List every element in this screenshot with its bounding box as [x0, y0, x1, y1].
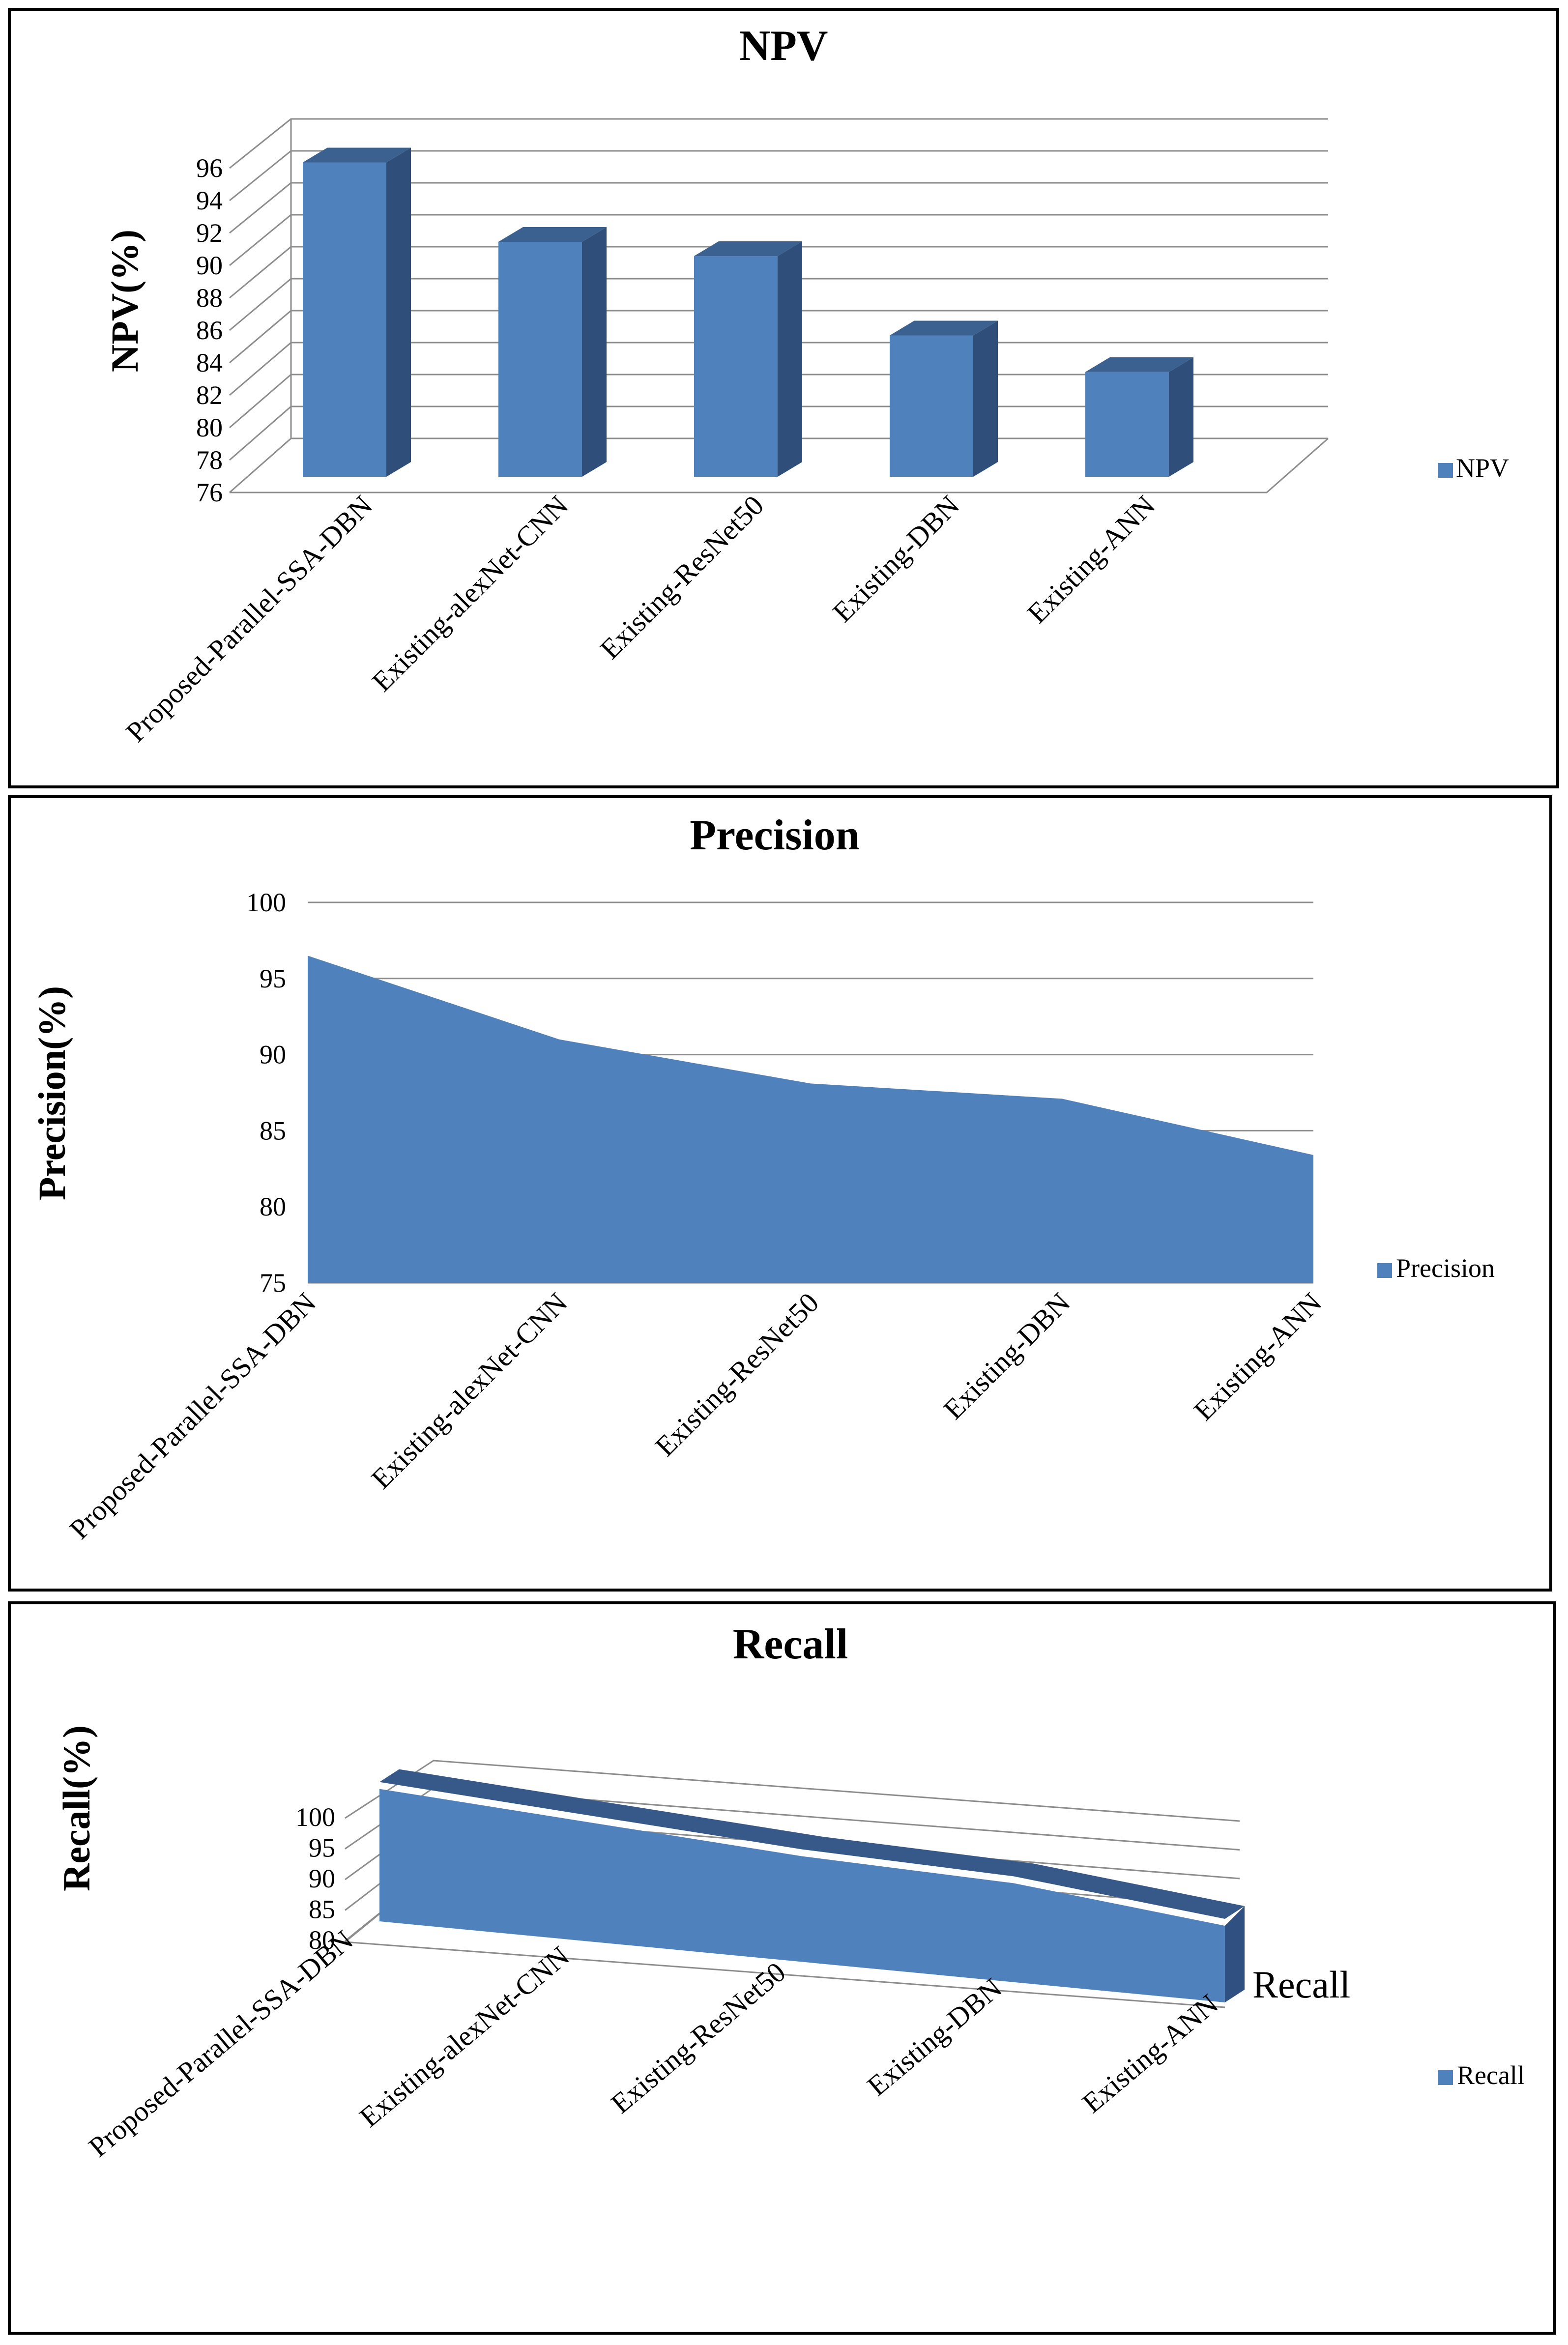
- npv-floor-edge: [230, 437, 1329, 493]
- npv-tick-label: 86: [196, 316, 223, 345]
- npv-chart-panel: NPV NPV(%) 76 78 80 82 84 86 88 90 92 94 96 Propos…: [8, 8, 1559, 788]
- npv-category-label: Existing-alexNet-CNN: [366, 489, 574, 697]
- recall-tick-label: 90: [309, 1864, 335, 1893]
- recall-area-front: [379, 1789, 1225, 2002]
- npv-bar-side: [582, 227, 607, 477]
- npv-tick-label: 88: [196, 283, 223, 313]
- npv-bar: [890, 335, 973, 477]
- recall-category-label: Existing-ResNet50: [605, 1956, 791, 2120]
- npv-bar-top: [890, 320, 998, 336]
- npv-bar-side: [778, 241, 802, 477]
- npv-bar: [694, 256, 778, 477]
- npv-tick-label: 92: [196, 218, 223, 248]
- npv-y-axis-label: NPV(%): [103, 230, 146, 372]
- precision-area: [308, 955, 1313, 1283]
- precision-tick-label: 80: [260, 1192, 286, 1221]
- recall-category-label: Proposed-Parallel-SSA-DBN: [83, 1924, 359, 2163]
- recall-tick-label: 100: [295, 1802, 335, 1832]
- precision-chart-panel: Precision Precision(%) 75 80 85 90 95 100 Pro…: [8, 795, 1552, 1592]
- precision-category-label: Existing-DBN: [937, 1286, 1076, 1425]
- npv-tick-label: 96: [196, 153, 223, 183]
- precision-y-axis-label: Precision(%): [30, 986, 73, 1200]
- recall-chart-title: Recall: [733, 1621, 848, 1668]
- recall-category-label: Existing-alexNet-CNN: [353, 1940, 575, 2134]
- precision-tick-label: 95: [260, 964, 286, 993]
- recall-y-axis-label: Recall(%): [55, 1725, 98, 1891]
- npv-bar-side: [1169, 357, 1193, 477]
- precision-chart: Precision Precision(%) 75 80 85 90 95 100 Pro…: [30, 811, 1495, 1545]
- npv-gridlines: [229, 118, 1329, 493]
- recall-tick-label: 80: [309, 1925, 335, 1955]
- npv-bar-side: [973, 320, 998, 477]
- npv-tick-label: 76: [196, 478, 223, 507]
- precision-category-label: Existing-ResNet50: [649, 1286, 825, 1462]
- precision-category-label: Proposed-Parallel-SSA-DBN: [63, 1286, 322, 1545]
- precision-y-ticks: 75 80 85 90 95 100: [246, 888, 286, 1298]
- npv-chart-title: NPV: [739, 22, 828, 70]
- recall-gridline: [345, 1760, 1240, 1822]
- npv-legend-swatch: [1438, 463, 1453, 478]
- npv-category-label: Existing-DBN: [826, 489, 965, 628]
- recall-depth-axis-label: Recall: [1252, 1963, 1350, 2006]
- recall-area-top-surface: [379, 1769, 1245, 1919]
- recall-tick-label: 85: [309, 1895, 335, 1924]
- npv-bar-top: [303, 147, 411, 163]
- precision-category-label: Existing-alexNet-CNN: [365, 1286, 574, 1495]
- npv-category-label: Existing-ANN: [1021, 489, 1161, 629]
- recall-legend-swatch: [1438, 2070, 1453, 2085]
- npv-category-labels: Proposed-Parallel-SSA-DBNExisting-alexNe…: [120, 489, 1161, 748]
- npv-tick-label: 82: [196, 380, 223, 410]
- recall-category-label: Existing-DBN: [861, 1972, 1008, 2102]
- npv-tick-label: 84: [196, 348, 223, 377]
- npv-bar-top: [498, 227, 607, 242]
- precision-category-labels: Proposed-Parallel-SSA-DBN Existing-alexNe…: [63, 1286, 1328, 1545]
- npv-tick-label: 90: [196, 251, 223, 280]
- npv-category-label: Existing-ResNet50: [594, 489, 770, 665]
- npv-bar-top: [694, 241, 802, 257]
- npv-bar-top: [1085, 357, 1193, 372]
- recall-area-end-face: [1225, 1906, 1245, 2002]
- precision-tick-label: 85: [260, 1116, 286, 1145]
- npv-y-ticks: 76 78 80 82 84 86 88 90 92 94 96: [196, 153, 223, 507]
- precision-chart-title: Precision: [690, 811, 859, 859]
- npv-category-label: Proposed-Parallel-SSA-DBN: [120, 489, 379, 748]
- npv-bar: [1085, 372, 1169, 477]
- npv-bars: [303, 147, 1193, 477]
- precision-tick-label: 75: [260, 1268, 286, 1298]
- npv-tick-label: 78: [196, 445, 223, 475]
- npv-bar: [303, 162, 386, 477]
- precision-legend-swatch: [1377, 1263, 1392, 1278]
- precision-tick-label: 90: [260, 1040, 286, 1070]
- npv-tick-label: 80: [196, 413, 223, 442]
- recall-tick-label: 95: [309, 1833, 335, 1863]
- precision-legend-label: Precision: [1396, 1253, 1495, 1283]
- npv-chart: NPV NPV(%) 76 78 80 82 84 86 88 90 92 94 96 Propos…: [103, 22, 1509, 748]
- recall-category-label: Existing-ANN: [1076, 1988, 1224, 2119]
- npv-bar-side: [386, 147, 411, 477]
- npv-bar: [498, 241, 582, 477]
- npv-legend-label: NPV: [1456, 453, 1509, 483]
- recall-chart-panel: Recall Recall(%) 80 85 90 95 100 Proposed-Pa…: [8, 1601, 1556, 2335]
- precision-category-label: Existing-ANN: [1188, 1286, 1328, 1426]
- recall-legend-label: Recall: [1457, 2060, 1525, 2090]
- npv-tick-label: 94: [196, 186, 223, 215]
- recall-floor-front-edge: [345, 1941, 1225, 2008]
- precision-tick-label: 100: [246, 888, 286, 917]
